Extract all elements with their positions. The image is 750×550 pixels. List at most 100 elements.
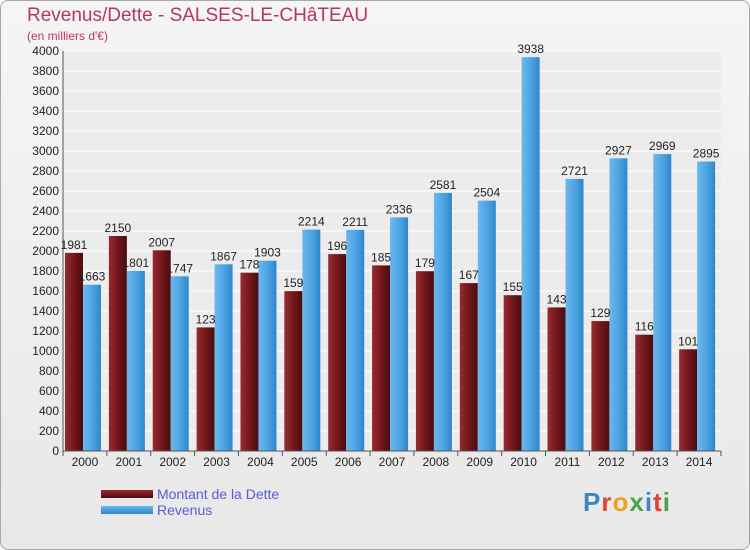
y-tick-label: 2400 <box>32 204 59 218</box>
chart-subtitle: (en milliers d'€) <box>27 29 108 43</box>
data-label-debt: 116 <box>635 320 654 334</box>
y-tick-label: 2800 <box>32 164 59 178</box>
data-label-revenue: 3938 <box>517 42 544 56</box>
data-label-debt: 2150 <box>105 221 132 235</box>
bar-debt <box>503 295 522 451</box>
bar-revenue <box>477 200 496 451</box>
x-tick-label: 2000 <box>72 455 99 469</box>
data-label-revenue: 1867 <box>210 249 237 263</box>
data-label-revenue: 2721 <box>561 164 588 178</box>
x-tick-label: 2008 <box>423 455 450 469</box>
data-label-debt: 123 <box>196 312 216 326</box>
logo-letter: i <box>644 487 654 517</box>
y-tick-label: 1200 <box>32 324 59 338</box>
y-tick-label: 400 <box>39 404 59 418</box>
y-tick-label: 3400 <box>32 104 59 118</box>
bar-debt <box>152 250 171 451</box>
bar-revenue <box>521 57 540 451</box>
y-tick-label: 4000 <box>32 44 59 58</box>
y-tick-label: 3000 <box>32 144 59 158</box>
bar-debt <box>284 291 303 451</box>
bar-debt <box>547 307 566 451</box>
y-tick-label: 600 <box>39 384 59 398</box>
bar-revenue <box>126 270 145 451</box>
bar-revenue <box>170 276 189 451</box>
x-tick-label: 2014 <box>686 455 713 469</box>
x-tick-label: 2012 <box>598 455 625 469</box>
bar-debt <box>415 271 434 451</box>
logo-letter: r <box>601 487 613 517</box>
data-label-revenue: 2211 <box>342 215 368 229</box>
data-label-revenue: 1801 <box>123 256 150 270</box>
bar-debt <box>196 327 215 451</box>
x-tick-label: 2006 <box>335 455 362 469</box>
data-label-revenue: 2504 <box>473 186 500 200</box>
bar-debt <box>591 321 610 451</box>
data-label-revenue: 2581 <box>430 178 457 192</box>
y-tick-label: 3800 <box>32 64 59 78</box>
x-tick-label: 2005 <box>291 455 318 469</box>
x-tick-label: 2004 <box>247 455 274 469</box>
data-label-revenue: 2895 <box>693 147 720 161</box>
bar-debt <box>108 236 127 451</box>
x-tick-label: 2009 <box>466 455 493 469</box>
data-label-debt: 1981 <box>61 238 88 252</box>
logo-letter: P <box>583 487 602 517</box>
bar-revenue <box>609 158 628 452</box>
bar-revenue <box>214 264 233 451</box>
bar-debt <box>328 254 347 451</box>
logo-letter: i <box>662 487 671 517</box>
bar-debt <box>679 349 698 451</box>
bar-revenue <box>433 192 452 451</box>
x-tick-label: 2013 <box>642 455 669 469</box>
bar-debt <box>372 265 391 451</box>
logo-letter: x <box>629 487 645 517</box>
y-tick-label: 800 <box>39 364 59 378</box>
y-tick-label: 2200 <box>32 224 59 238</box>
data-label-debt: 185 <box>371 250 391 264</box>
y-tick-label: 1000 <box>32 344 59 358</box>
legend-label-debt: Montant de la Dette <box>157 486 280 502</box>
y-tick-label: 3600 <box>32 84 59 98</box>
data-label-debt: 196 <box>327 239 347 253</box>
bar-debt <box>459 283 478 451</box>
y-tick-label: 1600 <box>32 284 59 298</box>
x-tick-label: 2003 <box>203 455 230 469</box>
x-tick-label: 2007 <box>379 455 406 469</box>
y-tick-label: 2000 <box>32 244 59 258</box>
data-label-revenue: 1663 <box>79 270 106 284</box>
legend-label-revenue: Revenus <box>157 502 213 518</box>
data-label-debt: 167 <box>459 268 479 282</box>
bar-debt <box>65 252 83 451</box>
data-label-debt: 143 <box>547 292 567 306</box>
bar-revenue <box>302 229 321 451</box>
y-tick-label: 3200 <box>32 124 59 138</box>
x-tick-label: 2010 <box>510 455 537 469</box>
logo-letter: t <box>653 487 663 517</box>
bars-layer <box>65 57 716 452</box>
data-label-debt: 101 <box>678 334 698 348</box>
legend-swatch-debt <box>101 490 153 498</box>
chart-title: Revenus/Dette - SALSES-LE-CHâTEAU <box>27 5 369 26</box>
legend-swatch-revenue <box>101 506 153 514</box>
data-label-revenue: 2927 <box>605 143 632 157</box>
bar-revenue <box>565 178 584 451</box>
data-label-debt: 178 <box>239 258 259 272</box>
bar-debt <box>240 272 259 451</box>
x-tick-label: 2011 <box>555 455 581 469</box>
data-label-revenue: 1747 <box>166 261 193 275</box>
data-label-revenue: 1903 <box>254 246 281 260</box>
bar-revenue <box>258 260 277 451</box>
data-label-debt: 179 <box>415 256 435 270</box>
data-label-debt: 129 <box>590 306 610 320</box>
axis-layer: 0 200 400 600 800 1000 1200 1400 1600 1800 2000 220… <box>32 42 722 469</box>
proxiti-logo: Proxiti <box>583 487 671 518</box>
x-tick-label: 2001 <box>115 455 142 469</box>
y-tick-label: 1400 <box>32 304 59 318</box>
x-tick-label: 2002 <box>159 455 186 469</box>
bar-revenue <box>697 161 716 451</box>
data-label-debt: 159 <box>283 276 303 290</box>
data-label-debt: 155 <box>503 280 523 294</box>
logo-letter: o <box>612 487 630 517</box>
